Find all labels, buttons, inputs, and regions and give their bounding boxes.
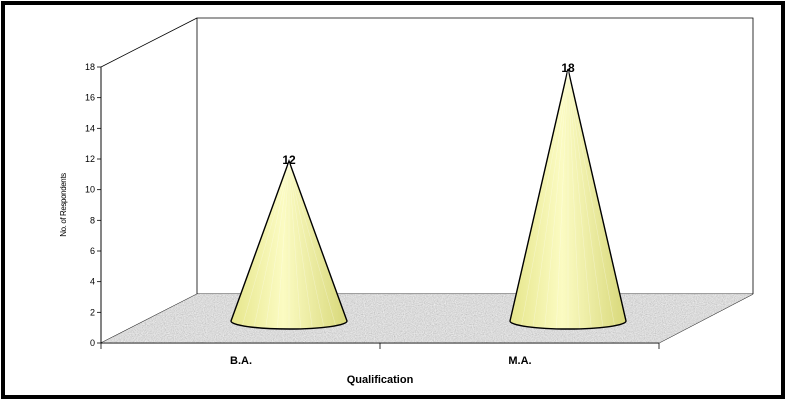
y-axis-title: No. of Respondents	[59, 173, 68, 237]
cone-facet	[277, 162, 290, 328]
x-tick-label: M.A.	[508, 355, 531, 367]
y-tick-label: 6	[90, 246, 95, 256]
cone-facet	[567, 70, 592, 328]
cone-facet	[533, 70, 569, 327]
cones: 12 18	[230, 61, 627, 330]
y-tick-label: 10	[85, 185, 95, 195]
data-label: 12	[282, 153, 296, 167]
y-tick-label: 8	[90, 215, 95, 225]
cone-bar: 12	[230, 153, 348, 330]
y-tick-label: 14	[85, 123, 95, 133]
cone-facet	[567, 70, 580, 328]
y-tick-label: 2	[90, 307, 95, 317]
back-wall	[196, 17, 754, 294]
cone-facet	[567, 70, 615, 325]
cone-facet	[288, 162, 313, 328]
cone-facet	[265, 162, 290, 328]
cone-facet	[544, 70, 569, 328]
cone-facet	[521, 70, 569, 325]
cone-facet	[242, 162, 290, 325]
y-tick-label: 18	[85, 62, 95, 72]
x-axis	[100, 342, 660, 349]
y-tick-label: 12	[85, 154, 95, 164]
x-axis-title: Qualification	[347, 374, 414, 386]
cone-facet	[567, 70, 603, 327]
x-tick-label: B.A.	[230, 355, 252, 367]
cone-facet	[556, 70, 569, 328]
category-labels: B.A. M.A.	[230, 355, 532, 367]
cone-facet	[288, 162, 324, 327]
cone-bar: 18	[509, 61, 627, 330]
side-wall	[100, 17, 198, 343]
cone-facet	[254, 162, 290, 327]
data-label: 18	[561, 61, 575, 75]
y-tick-label: 4	[90, 277, 95, 287]
y-axis: 0 2 4 6 8 10 12 14 16 18	[85, 62, 102, 348]
cone-facet	[288, 162, 336, 325]
plot-floor-texture	[101, 294, 753, 343]
y-tick-label: 0	[90, 338, 95, 348]
y-tick-label: 16	[85, 93, 95, 103]
cone-facet	[288, 162, 301, 328]
